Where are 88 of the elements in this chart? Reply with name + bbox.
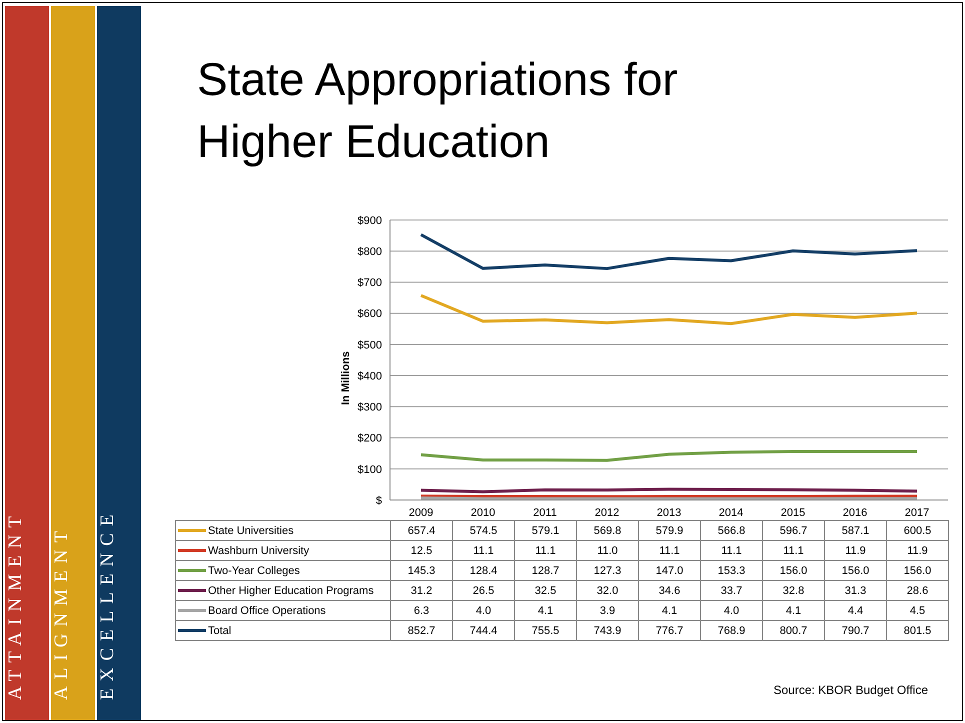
data-label: 596.7 <box>762 520 824 540</box>
x-tick-label: 2013 <box>656 506 682 519</box>
data-label: 4.0 <box>700 600 762 620</box>
data-label: 4.0 <box>452 600 514 620</box>
x-tick-label: 2016 <box>842 506 868 519</box>
y-tick-label: $500 <box>358 339 382 352</box>
data-label: 566.8 <box>700 520 762 540</box>
y-tick-label: $700 <box>358 277 382 290</box>
data-label: 156.0 <box>762 560 824 580</box>
data-label: 800.7 <box>762 620 824 640</box>
x-tick-label: 2011 <box>533 506 557 519</box>
y-tick-label: $600 <box>358 308 382 320</box>
data-label: 34.6 <box>638 580 700 600</box>
data-label: 33.7 <box>700 580 762 600</box>
data-label: 128.7 <box>514 560 576 580</box>
legend-label: Washburn University <box>176 540 390 560</box>
data-label: 569.8 <box>576 520 638 540</box>
line-series <box>420 294 918 326</box>
data-label: 776.7 <box>638 620 700 640</box>
data-label: 26.5 <box>452 580 514 600</box>
data-label: 579.9 <box>638 520 700 540</box>
y-tick-label: $800 <box>358 246 382 258</box>
data-label: 4.1 <box>762 600 824 620</box>
data-label: 801.5 <box>886 620 948 640</box>
line-series <box>420 450 918 462</box>
line-series <box>420 233 918 270</box>
data-label: 32.8 <box>762 580 824 600</box>
y-axis-title: In Millions <box>340 351 352 405</box>
text: ALIGNMENT <box>51 524 73 700</box>
source-note: Source: KBOR Budget Office <box>773 683 928 697</box>
data-label: 32.5 <box>514 580 576 600</box>
data-label: 11.1 <box>700 540 762 560</box>
y-tick-label: $300 <box>358 402 382 414</box>
text: EXCELLENCE <box>97 508 119 700</box>
data-label: 3.9 <box>576 600 638 620</box>
data-label: 11.1 <box>762 540 824 560</box>
data-label: 4.1 <box>514 600 576 620</box>
x-tick-label: 2015 <box>780 506 806 519</box>
data-label: 12.5 <box>390 540 452 560</box>
data-label: 11.9 <box>886 540 948 560</box>
legend-label: Board Office Operations <box>176 600 390 620</box>
data-label: 4.1 <box>638 600 700 620</box>
y-tick-label: $200 <box>358 432 382 445</box>
data-label: 768.9 <box>700 620 762 640</box>
y-tick-label: $900 <box>358 214 382 227</box>
data-label: 11.1 <box>452 540 514 560</box>
y-tick-label: $100 <box>358 464 382 476</box>
data-label: 744.4 <box>452 620 514 640</box>
data-label: 587.1 <box>824 520 886 540</box>
data-label: 657.4 <box>390 520 452 540</box>
data-label: 28.6 <box>886 580 948 600</box>
data-label: 6.3 <box>390 600 452 620</box>
data-label: 31.2 <box>390 580 452 600</box>
x-tick-label: 2014 <box>718 506 744 519</box>
data-label: 145.3 <box>390 560 452 580</box>
data-label: 147.0 <box>638 560 700 580</box>
y-tick-label: $ <box>376 494 382 507</box>
data-label: 31.3 <box>824 580 886 600</box>
y-tick-label: $400 <box>358 370 382 382</box>
data-label: 32.0 <box>576 580 638 600</box>
x-tick-label: 2009 <box>408 506 434 519</box>
x-tick-label: 2017 <box>904 506 930 519</box>
data-label: 600.5 <box>886 520 948 540</box>
data-label: 4.5 <box>886 600 948 620</box>
data-label: 743.9 <box>576 620 638 640</box>
data-label: 11.0 <box>576 540 638 560</box>
data-label: 579.1 <box>514 520 576 540</box>
x-tick-label: 2010 <box>470 506 496 519</box>
legend-label: State Universities <box>176 520 390 540</box>
data-label: 790.7 <box>824 620 886 640</box>
data-label: 153.3 <box>700 560 762 580</box>
x-tick-label: 2012 <box>594 506 620 519</box>
data-label: 128.4 <box>452 560 514 580</box>
data-label: 4.4 <box>824 600 886 620</box>
data-label: 11.1 <box>514 540 576 560</box>
data-label: 755.5 <box>514 620 576 640</box>
data-label: 11.9 <box>824 540 886 560</box>
data-label: 11.1 <box>638 540 700 560</box>
text: ATTAINMENT <box>5 509 27 700</box>
data-label: 156.0 <box>824 560 886 580</box>
data-label: 574.5 <box>452 520 514 540</box>
data-label: 852.7 <box>390 620 452 640</box>
chart-title: State Appropriations for Higher Education <box>197 52 679 169</box>
data-label: 156.0 <box>886 560 948 580</box>
legend-label: Total <box>176 620 390 640</box>
legend-label: Other Higher Education Programs <box>176 580 390 600</box>
data-label: 127.3 <box>576 560 638 580</box>
legend-label: Two-Year Colleges <box>176 560 390 580</box>
